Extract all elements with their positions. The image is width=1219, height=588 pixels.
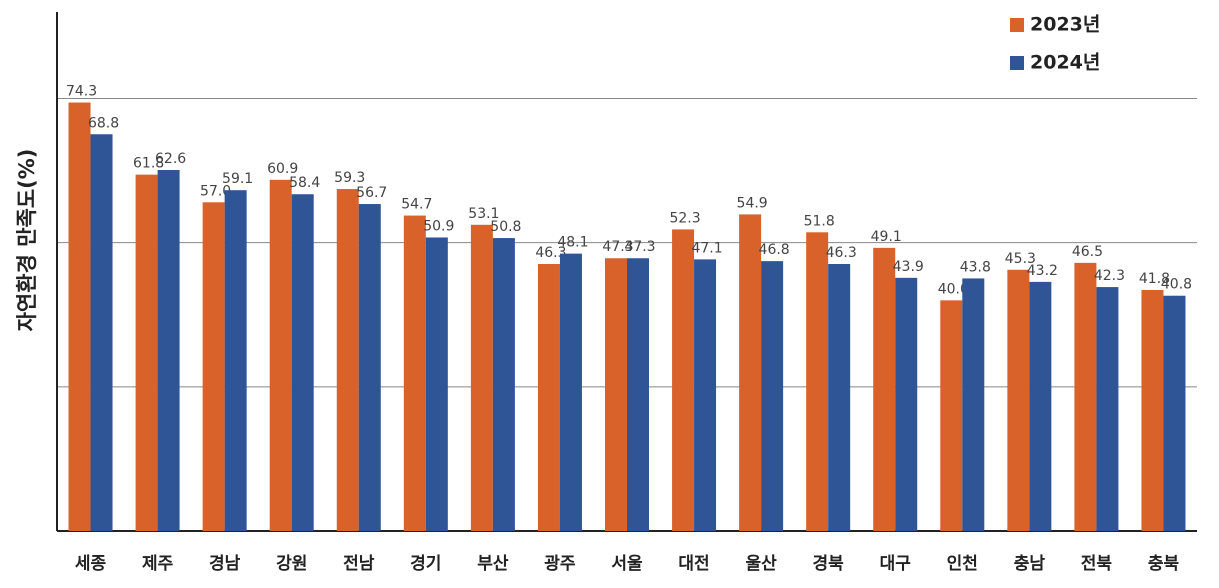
bar bbox=[358, 204, 381, 531]
x-tick-label: 대구 bbox=[880, 554, 912, 574]
bar bbox=[1007, 269, 1030, 531]
bar bbox=[940, 300, 963, 531]
value-label: 59.1 bbox=[222, 171, 253, 187]
x-tick-label: 경기 bbox=[410, 554, 441, 574]
bar bbox=[873, 247, 896, 531]
bar bbox=[202, 202, 225, 532]
value-label: 45.3 bbox=[1005, 251, 1036, 267]
bar bbox=[1029, 281, 1052, 531]
bar bbox=[135, 174, 158, 531]
x-tick-label: 경북 bbox=[813, 554, 845, 574]
value-label: 41.8 bbox=[1139, 271, 1170, 287]
value-label: 46.8 bbox=[759, 242, 790, 258]
bar bbox=[68, 102, 91, 531]
x-tick-label: 서울 bbox=[611, 554, 643, 574]
value-label: 68.8 bbox=[88, 115, 119, 131]
x-tick-label: 부산 bbox=[477, 554, 509, 574]
value-label: 46.5 bbox=[1072, 244, 1103, 260]
value-label: 43.2 bbox=[1027, 263, 1058, 279]
value-label: 61.8 bbox=[133, 156, 164, 172]
bar bbox=[224, 190, 247, 531]
value-label: 46.3 bbox=[535, 245, 566, 261]
bar bbox=[627, 258, 649, 531]
bar bbox=[425, 237, 448, 531]
value-label: 52.3 bbox=[669, 210, 700, 226]
value-label: 47.3 bbox=[602, 239, 633, 255]
x-tick-label: 광주 bbox=[544, 554, 576, 574]
bar bbox=[403, 215, 426, 531]
bar bbox=[605, 258, 627, 531]
value-label: 54.9 bbox=[737, 195, 768, 211]
bar bbox=[269, 179, 292, 531]
legend-label: 2023년 bbox=[1030, 14, 1100, 36]
x-tick-label: 충북 bbox=[1148, 554, 1180, 574]
bar bbox=[895, 277, 918, 531]
legend-label: 2024년 bbox=[1030, 52, 1100, 74]
x-tick-label: 강원 bbox=[276, 554, 307, 574]
value-label: 40.8 bbox=[1161, 277, 1192, 293]
value-label: 50.8 bbox=[490, 219, 521, 235]
bar bbox=[470, 224, 493, 532]
legend-swatch bbox=[1010, 18, 1024, 32]
value-label: 59.3 bbox=[334, 170, 365, 186]
bar bbox=[739, 214, 762, 531]
bar bbox=[157, 170, 180, 532]
value-label: 54.7 bbox=[401, 197, 432, 213]
x-tick-label: 제주 bbox=[142, 554, 174, 574]
bar bbox=[291, 194, 314, 531]
value-label: 47.1 bbox=[691, 240, 722, 256]
value-label: 60.9 bbox=[267, 161, 298, 177]
x-tick-label: 인천 bbox=[947, 554, 978, 574]
bar bbox=[806, 232, 829, 531]
bar bbox=[559, 253, 582, 531]
bar bbox=[537, 264, 560, 531]
value-label: 53.1 bbox=[468, 206, 499, 222]
bar bbox=[1096, 287, 1119, 531]
bar bbox=[962, 278, 985, 531]
bar bbox=[1163, 295, 1186, 531]
bar bbox=[828, 264, 851, 531]
value-label: 62.6 bbox=[155, 151, 186, 167]
x-tick-label: 울산 bbox=[745, 554, 777, 574]
value-label: 56.7 bbox=[356, 185, 387, 201]
bar bbox=[1074, 262, 1097, 531]
bar bbox=[336, 189, 359, 531]
x-tick-label: 대전 bbox=[678, 554, 709, 574]
legend-swatch bbox=[1010, 56, 1024, 70]
value-label: 48.1 bbox=[557, 235, 588, 251]
bar bbox=[761, 261, 784, 531]
x-tick-label: 충남 bbox=[1014, 554, 1046, 574]
value-label: 46.3 bbox=[826, 245, 857, 261]
bar bbox=[90, 134, 113, 531]
value-label: 49.1 bbox=[871, 229, 902, 245]
y-axis-label: 자연환경 만족도(%) bbox=[15, 149, 39, 332]
value-label: 42.3 bbox=[1094, 268, 1125, 284]
value-label: 50.9 bbox=[423, 218, 454, 234]
value-label: 57.0 bbox=[200, 183, 231, 199]
bar bbox=[694, 259, 717, 531]
value-label: 47.3 bbox=[624, 239, 655, 255]
x-tick-label: 세종 bbox=[75, 554, 107, 574]
value-label: 40.0 bbox=[938, 281, 969, 297]
x-tick-label: 경남 bbox=[209, 554, 241, 574]
value-label: 74.3 bbox=[66, 84, 97, 100]
value-label: 43.9 bbox=[893, 259, 924, 275]
bar bbox=[672, 229, 695, 532]
bar bbox=[492, 238, 515, 531]
value-label: 43.8 bbox=[960, 259, 991, 275]
value-label: 51.8 bbox=[804, 213, 835, 229]
bar bbox=[1141, 289, 1164, 531]
x-tick-label: 전남 bbox=[343, 554, 375, 574]
x-tick-label: 전북 bbox=[1081, 554, 1113, 574]
value-label: 58.4 bbox=[289, 175, 320, 191]
